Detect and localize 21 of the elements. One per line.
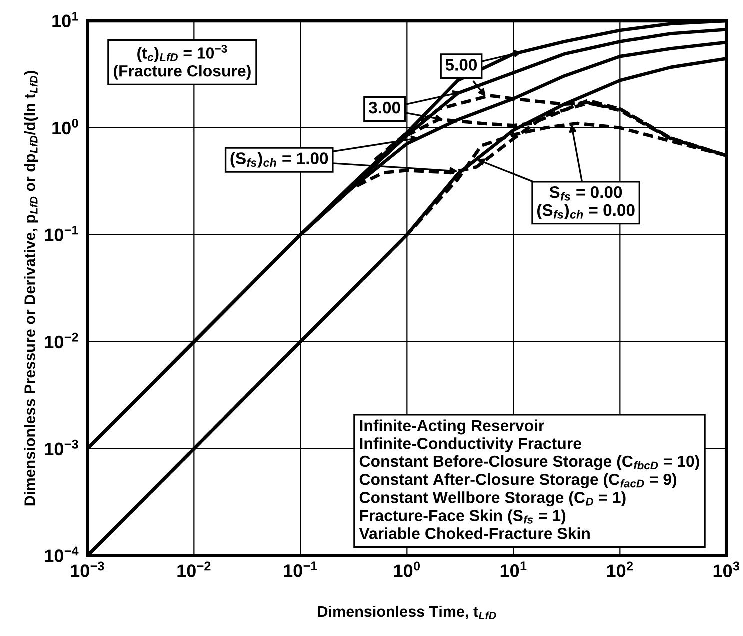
x-tick-label: 10$^{1}$: [500, 562, 527, 578]
x-tick-label: 10$^{2}$: [607, 562, 634, 578]
y-tick-label: 10$^{0}$: [52, 118, 78, 135]
x-tick-label: 10$^{−3}$: [71, 562, 104, 578]
y-tick-label: 10$^{−1}$: [45, 226, 78, 242]
x-tick-label: 10$^{0}$: [394, 562, 420, 578]
x-tick-label: 10$^{−1}$: [284, 562, 318, 578]
x-tick-label: 10$^{3}$: [714, 562, 740, 578]
annotation: (t$_{c}$)$_{LfD}$ = 10$^{−3}$ (Fracture Closure): [114, 45, 251, 80]
legend-label: 5.00: [446, 59, 478, 71]
x-tick-label: 10$^{−2}$: [178, 562, 211, 578]
legend-label: 3.00: [368, 102, 400, 114]
x-axis-title: Dimensionless Time, t$_{LfD}$: [318, 606, 496, 620]
y-tick-label: 10$^{−3}$: [45, 440, 78, 456]
y-tick-label: 10$^{−2}$: [45, 332, 78, 349]
y-tick-label: 10$^{1}$: [52, 12, 78, 28]
y-tick-label: 10$^{−4}$: [45, 546, 79, 562]
y-axis-title: Dimensionless Pressure or Derivative, p$_{LfD}$ or dp$_{LfD}$/d(ln t$_{LfD}$): [24, 71, 38, 506]
text: S$_{fs}$ = 0.00 (S$_{fs}$)$_{ch}$ = 0.00: [537, 186, 635, 220]
series-label: (S$_{fs}$)$_{ch}$ = 1.00: [230, 152, 328, 168]
text: Infinite-Acting Reservoir Infinite-Conductivity Fracture Constant Before-Closure Storage (C$_{fbcD}$ = 10) Constant After-Closure Storage (C$_{facD}$ = 9) Constant Wellbore Storage (C$_{D}$ = 1) Fracture-Face Skin (S$_{fs}$ = 1) Variable Choked-Fracture Skin: [359, 420, 700, 540]
